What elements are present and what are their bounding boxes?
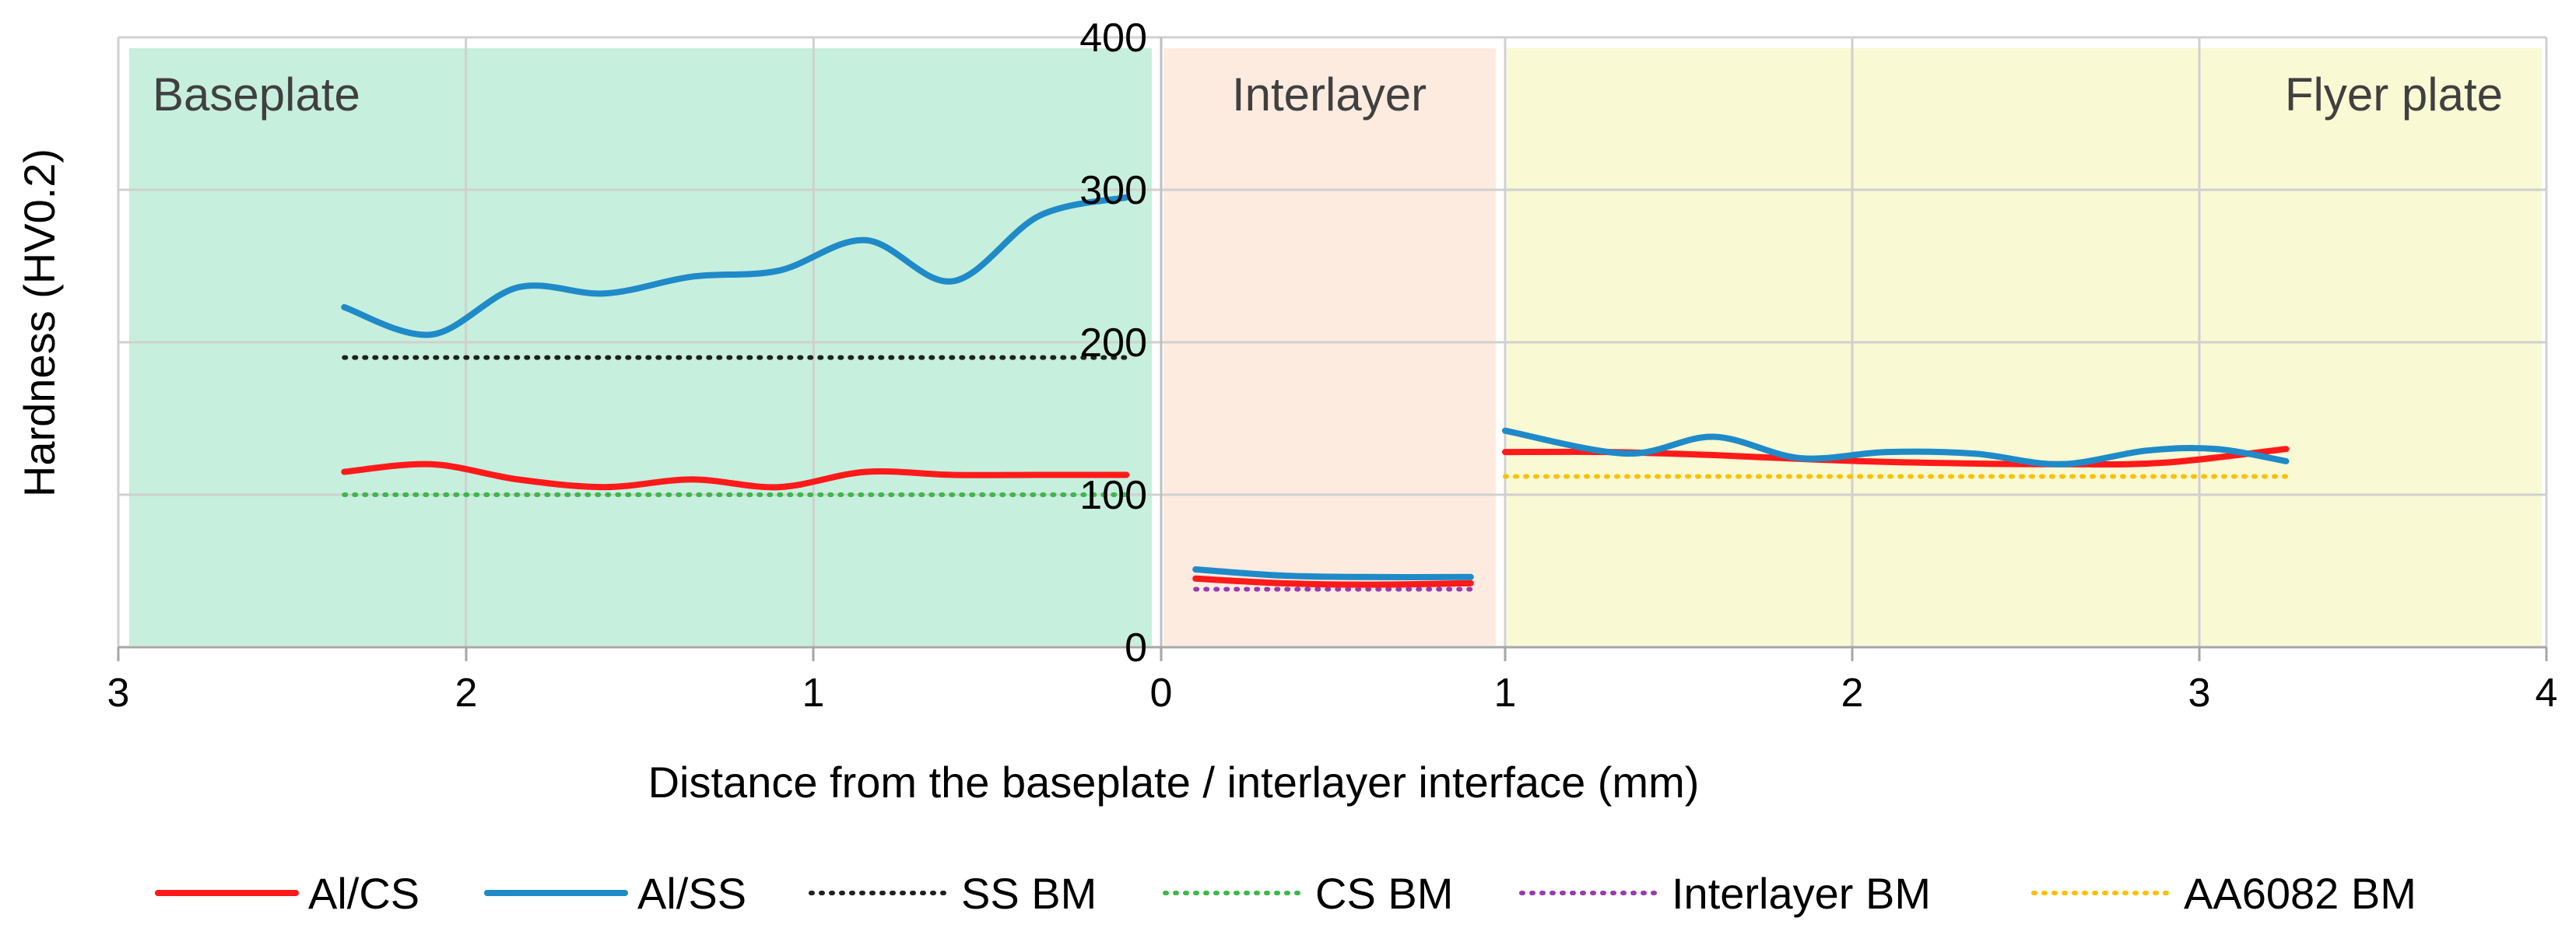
region-label-interlayer: Interlayer [1232, 68, 1427, 121]
x-tick-label: 1 [1494, 671, 1517, 716]
x-tick-label: 1 [802, 671, 825, 716]
series-line-al-cs-interlayer [1192, 575, 1474, 588]
region-label-flyer-plate: Flyer plate [2285, 68, 2503, 121]
y-tick-label: 0 [1125, 625, 1147, 671]
x-tick-label: 2 [1841, 671, 1864, 716]
labels: 0 100 200 300 400 3 2 1 0 1 2 3 4 Baseplate Interlayer… [107, 16, 2558, 716]
legend: Al/CS Al/SS SS BM CS BM Interlayer BM AA6082 … [155, 869, 2416, 918]
x-tick-label: 2 [455, 671, 478, 716]
legend-label-ss-bm: SS BM [961, 869, 1097, 918]
series-line-al-ss-flyer [1502, 427, 2290, 467]
y-tick-label: 400 [1079, 16, 1147, 61]
x-tick-label: 4 [2536, 671, 2558, 716]
region-bg-flyer-plate [1507, 48, 2542, 646]
region-bg-interlayer [1163, 48, 1496, 646]
axes [117, 37, 2548, 661]
y-tick-label: 200 [1079, 320, 1147, 366]
legend-label-al-cs: Al/CS [308, 869, 419, 918]
series-line-al-ss-baseplate [341, 194, 1130, 338]
x-tick-label: 0 [1150, 671, 1173, 716]
y-tick-label: 300 [1079, 168, 1147, 213]
gridlines [117, 36, 2548, 647]
series-line-al-cs-baseplate [341, 460, 1130, 491]
x-tick-label: 3 [2188, 671, 2211, 716]
x-axis-title: Distance from the baseplate / interlayer… [648, 758, 1700, 807]
legend-label-aa6082-bm: AA6082 BM [2184, 869, 2416, 918]
region-backgrounds [129, 48, 2542, 646]
series-line-al-ss-interlayer [1192, 566, 1474, 580]
series-lines [341, 194, 2290, 592]
y-tick-label: 100 [1079, 473, 1147, 518]
region-bg-baseplate [129, 48, 1152, 646]
y-axis-title: Hardness (HV0.2) [15, 149, 64, 497]
legend-label-cs-bm: CS BM [1315, 869, 1453, 918]
x-tick-label: 3 [107, 671, 130, 716]
legend-label-interlayer-bm: Interlayer BM [1672, 869, 1931, 918]
legend-label-al-ss: Al/SS [637, 869, 746, 918]
region-label-baseplate: Baseplate [153, 68, 360, 121]
